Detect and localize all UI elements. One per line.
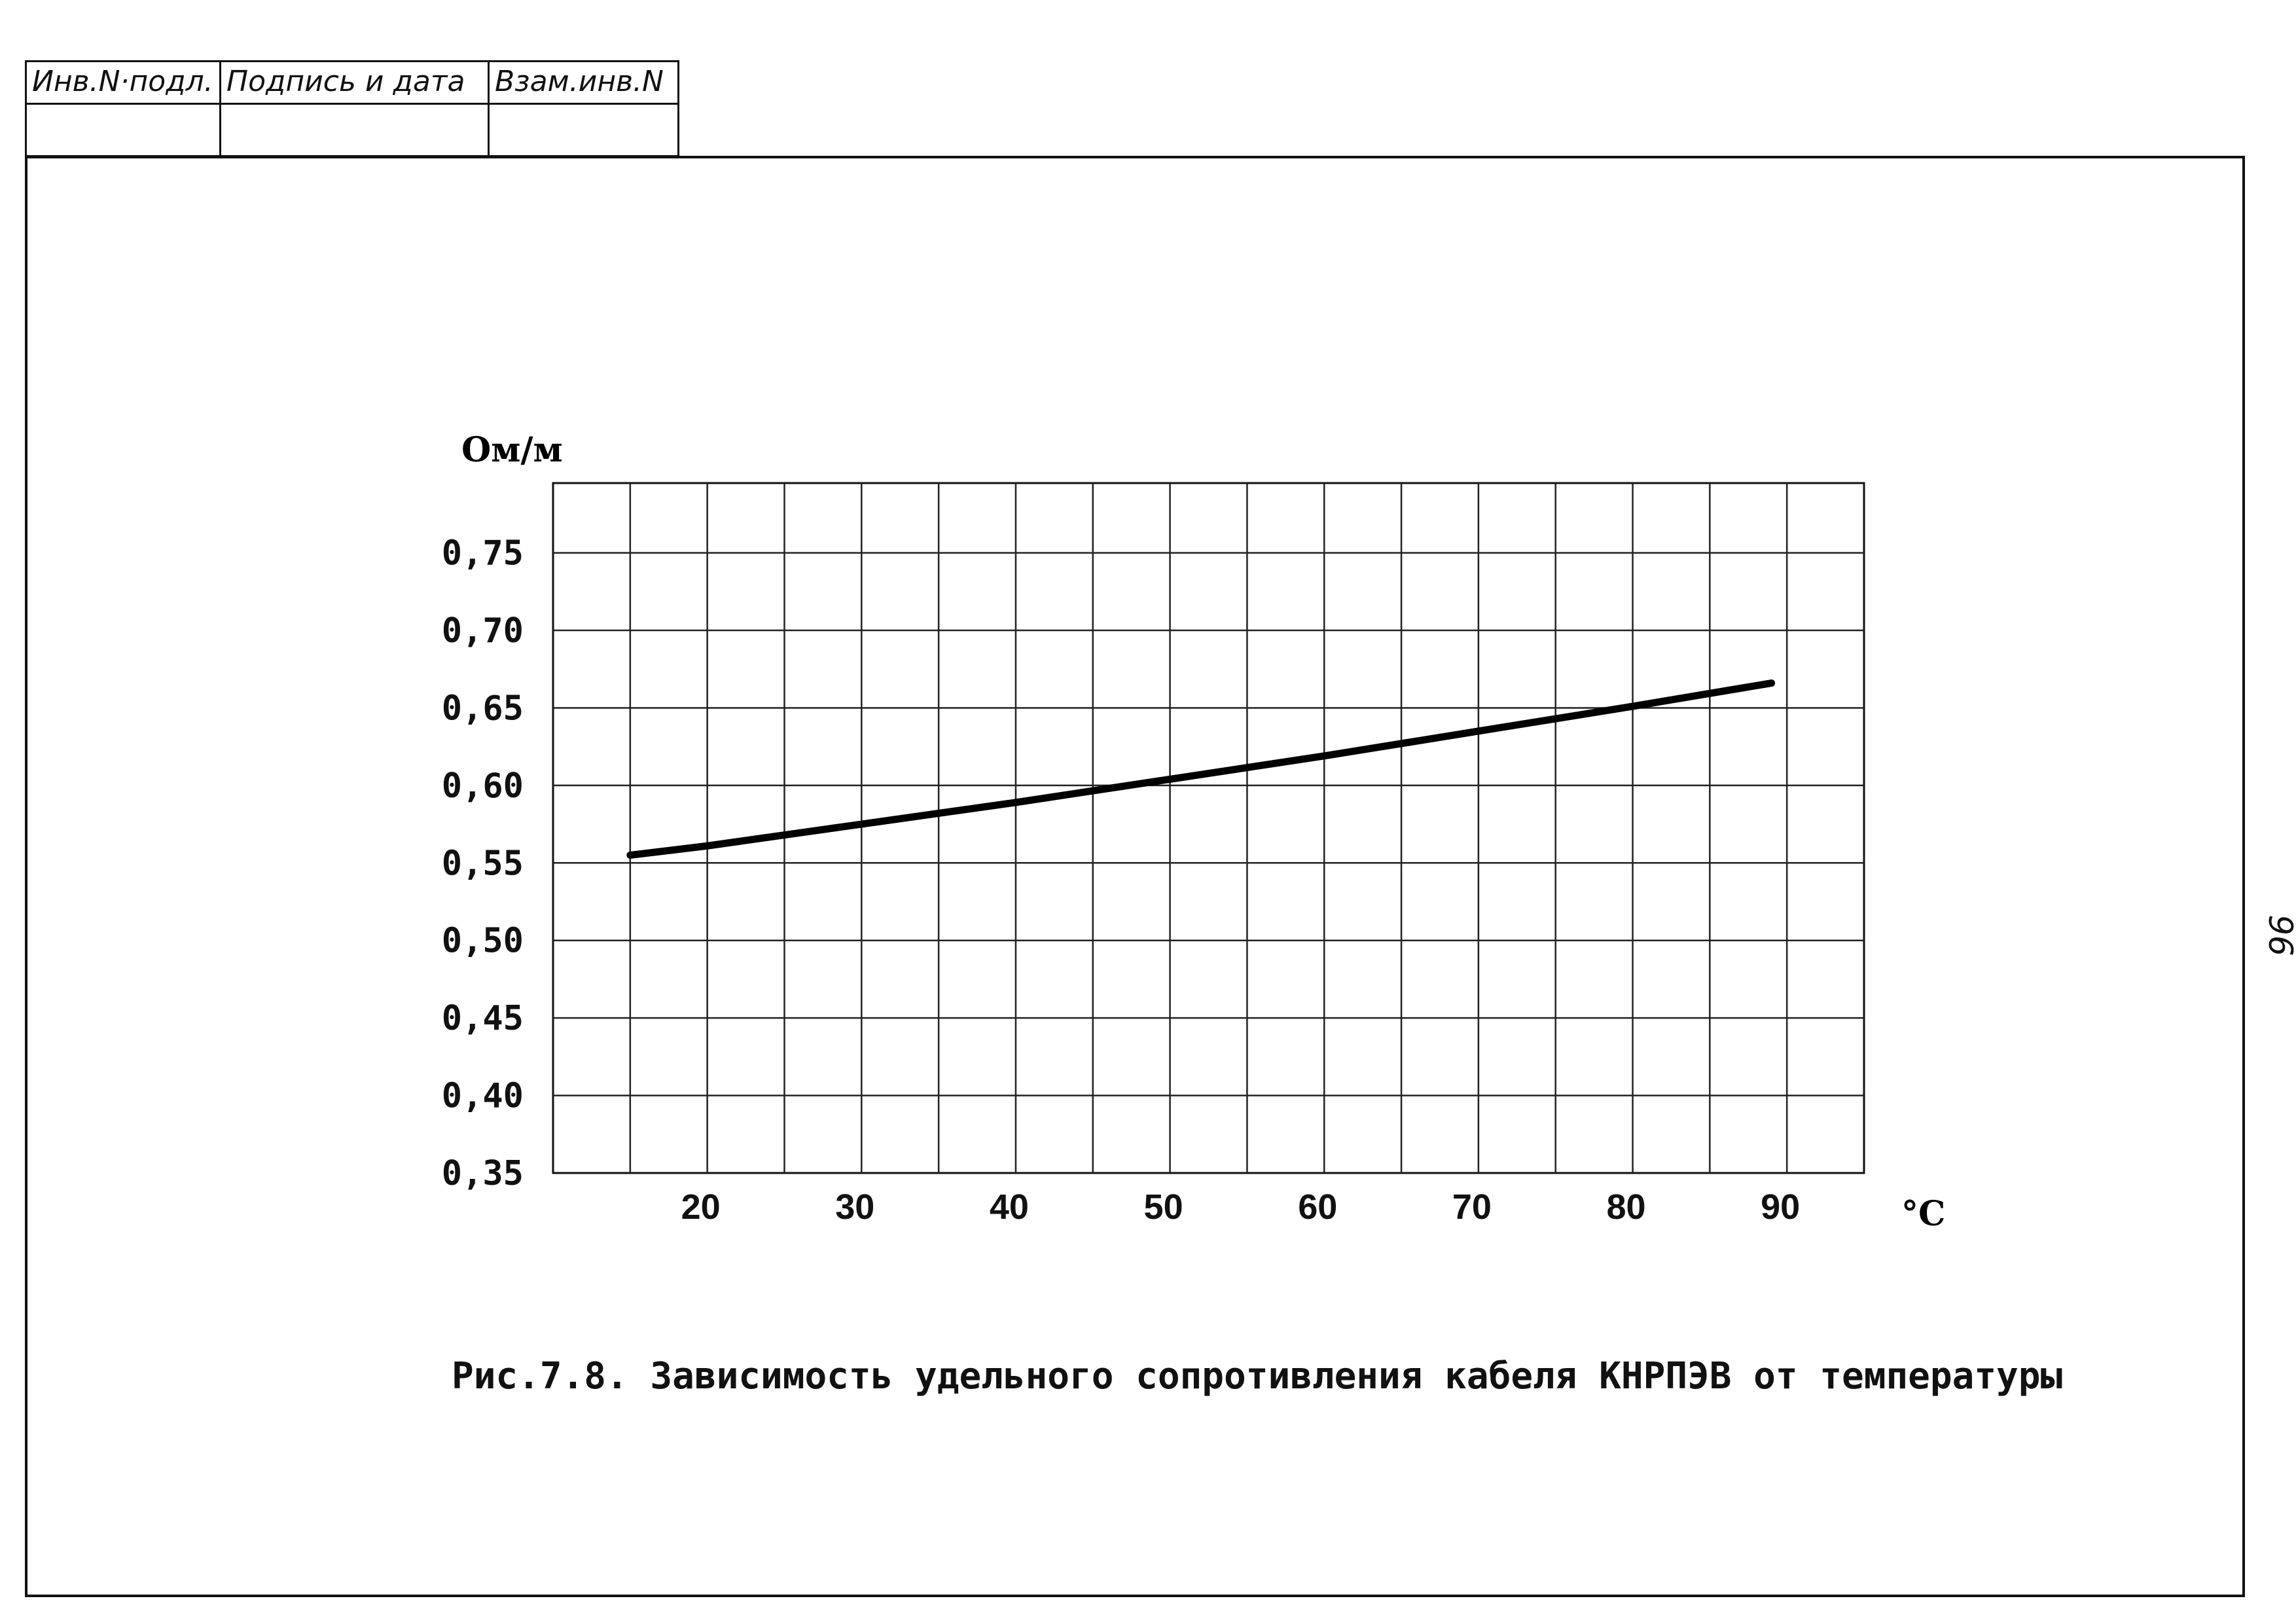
x-tick-label: 80: [1606, 1187, 1645, 1227]
y-tick-label: 0,65: [442, 689, 524, 728]
stamp-divider: [27, 103, 677, 105]
chart-series: [626, 679, 1776, 859]
y-tick-label: 0,50: [442, 922, 524, 961]
y-tick-label: 0,35: [442, 1154, 524, 1193]
y-tick-label: 0,70: [442, 611, 524, 651]
y-tick-label: 0,60: [442, 767, 524, 806]
y-axis-ticks: 0,35 0,40 0,45 0,50 0,55 0,60 0,65 0,70 0,75: [442, 534, 524, 1193]
chart-grid: [552, 482, 1865, 1174]
stamp-header-replace: Взам.инв.N: [495, 65, 664, 98]
y-axis-label: Ом/м: [461, 430, 563, 470]
plot-border: [552, 482, 1865, 1174]
figure-caption: Рис.7.8. Зависимость удельного сопротивл…: [452, 1355, 2063, 1398]
x-tick-label: 20: [681, 1187, 721, 1227]
y-tick-label: 0,40: [442, 1077, 524, 1116]
y-tick-label: 0,45: [442, 999, 524, 1038]
stamp-divider: [219, 62, 221, 155]
x-tick-label: 40: [990, 1187, 1029, 1227]
x-tick-label: 90: [1761, 1187, 1800, 1227]
y-tick-label: 0,75: [442, 534, 524, 573]
x-tick-label: 60: [1298, 1187, 1337, 1227]
y-tick-label: 0,55: [442, 844, 524, 883]
series-line: [626, 679, 1776, 859]
x-tick-label: 30: [835, 1187, 874, 1227]
stamp-header-inv: Инв.N·подл.: [32, 65, 213, 98]
x-axis-label: °C: [1901, 1194, 1945, 1234]
x-tick-label: 50: [1144, 1187, 1183, 1227]
stamp-divider: [488, 62, 490, 155]
x-axis-ticks: 20 30 40 50 60 70 80 90: [681, 1187, 1801, 1227]
stamp-header-signature: Подпись и дата: [226, 65, 465, 98]
x-tick-label: 70: [1452, 1187, 1492, 1227]
page-frame: [25, 156, 2245, 1597]
